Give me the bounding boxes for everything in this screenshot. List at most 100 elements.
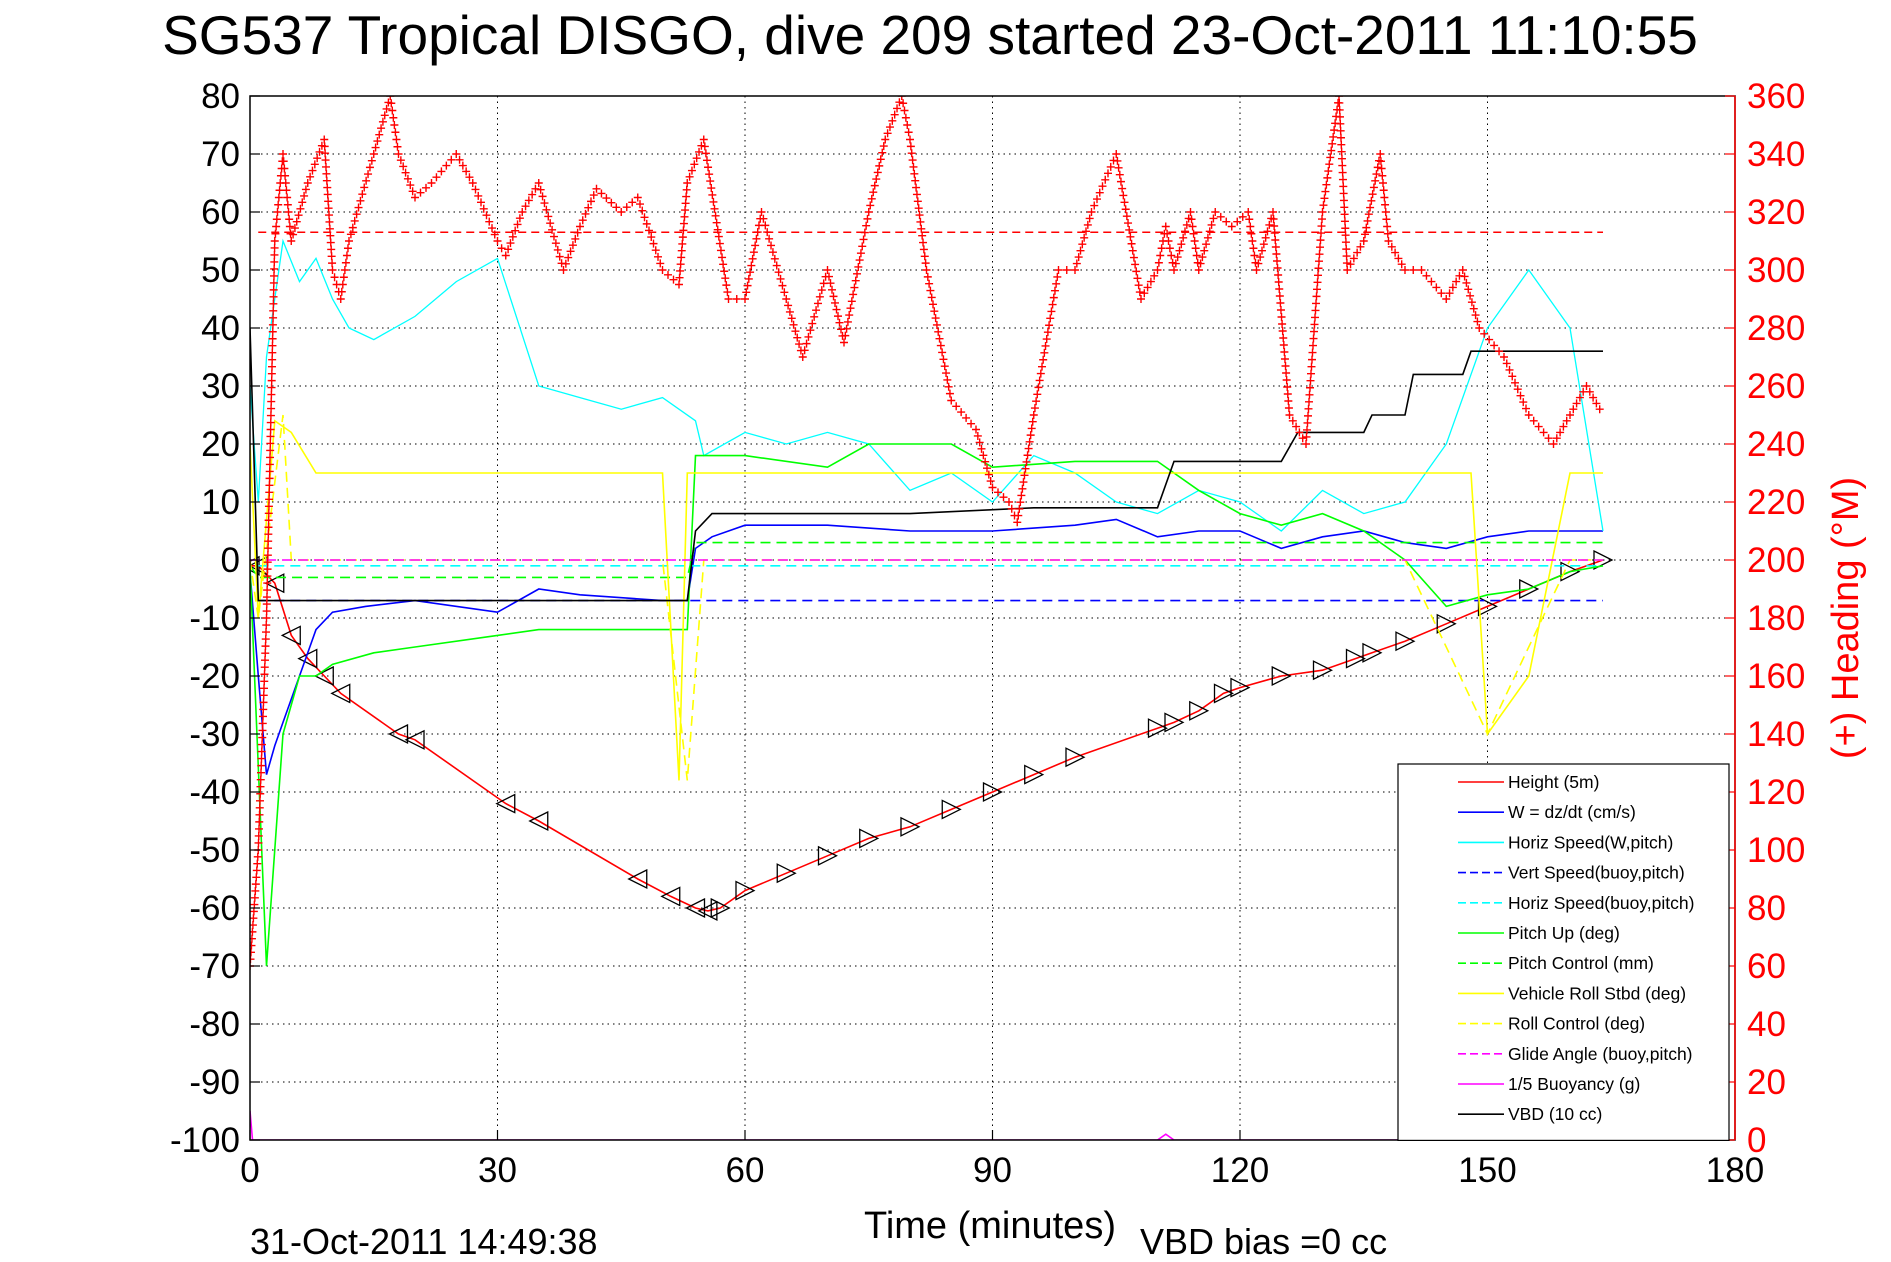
heading-marker — [1480, 329, 1489, 338]
heading-marker — [1017, 491, 1026, 500]
heading-marker — [266, 411, 275, 420]
heading-marker — [358, 190, 367, 199]
heading-marker — [718, 253, 727, 262]
heading-marker — [1196, 259, 1205, 268]
heading-marker — [303, 179, 312, 187]
heading-marker — [408, 187, 417, 196]
heading-marker — [1190, 237, 1199, 245]
heading-marker — [1154, 258, 1163, 267]
heading-marker — [984, 470, 993, 479]
heading-marker — [261, 656, 269, 665]
heading-marker — [772, 261, 781, 270]
legend-box — [1397, 763, 1730, 1141]
heading-marker — [352, 210, 361, 219]
heading-marker — [1274, 271, 1283, 279]
y-tick-label: 50 — [201, 251, 240, 290]
heading-marker — [1383, 229, 1392, 238]
y-tick-label: -50 — [189, 831, 240, 870]
height-marker — [697, 900, 718, 921]
chart-title: SG537 Tropical DISGO, dive 209 started 2… — [162, 4, 1698, 66]
heading-marker — [676, 266, 685, 275]
heading-marker — [1338, 168, 1347, 177]
heading-marker — [841, 331, 850, 340]
heading-marker — [1283, 390, 1292, 398]
heading-marker — [1562, 416, 1571, 425]
heading-marker — [944, 382, 953, 391]
heading-marker — [692, 154, 701, 163]
heading-marker — [922, 266, 931, 274]
x-tick-label: 150 — [1458, 1151, 1516, 1190]
heading-marker — [1339, 182, 1348, 191]
heading-marker — [910, 169, 919, 178]
heading-marker — [477, 198, 485, 207]
heading-marker — [1170, 266, 1178, 274]
heading-marker — [1318, 208, 1327, 216]
heading-marker — [1422, 271, 1431, 280]
heading-marker — [1095, 188, 1104, 197]
heading-marker — [324, 204, 333, 213]
heading-marker — [1187, 215, 1196, 224]
heading-marker — [685, 172, 694, 181]
heading-marker — [1119, 191, 1128, 200]
heading-marker — [364, 170, 373, 179]
heading-marker — [677, 246, 686, 255]
heading-marker — [549, 232, 558, 241]
heading-marker — [1177, 240, 1186, 249]
heading-marker — [1309, 334, 1318, 343]
heading-marker — [1342, 259, 1351, 268]
heading-marker — [912, 190, 921, 199]
heading-marker — [250, 907, 258, 916]
heading-marker — [1041, 341, 1050, 350]
heading-marker — [753, 228, 762, 237]
heading-marker — [1028, 417, 1037, 426]
heading-marker — [264, 509, 273, 518]
heading-marker — [743, 281, 752, 290]
heading-marker — [1175, 246, 1184, 255]
x-tick-label: 30 — [478, 1151, 517, 1190]
heading-marker — [682, 192, 691, 201]
heading-marker — [528, 190, 537, 199]
heading-marker — [1346, 260, 1355, 269]
heading-marker — [339, 273, 348, 282]
heading-marker — [250, 948, 255, 957]
heading-marker — [1192, 251, 1201, 260]
heading-marker — [1505, 365, 1514, 374]
heading-marker — [262, 593, 271, 602]
heading-marker — [919, 245, 928, 254]
heading-marker — [1134, 281, 1143, 290]
heading-marker — [394, 150, 403, 158]
heading-marker — [687, 166, 696, 175]
height-marker — [627, 868, 648, 890]
heading-marker — [957, 408, 966, 417]
heading-marker — [1252, 266, 1261, 274]
heading-marker — [1165, 244, 1174, 253]
heading-marker — [1269, 215, 1278, 223]
heading-marker — [490, 230, 499, 239]
heading-marker — [1024, 444, 1033, 453]
legend: Height (5m) W = dz/dt (cm/s) Horiz Speed(W… — [1397, 763, 1730, 1141]
heading-marker — [1033, 390, 1042, 399]
heading-marker — [1384, 237, 1393, 245]
heading-marker — [1101, 175, 1110, 184]
heading-marker — [432, 173, 441, 182]
heading-marker — [546, 219, 555, 228]
heading-marker — [1104, 169, 1112, 178]
heading-marker — [1205, 227, 1214, 236]
heading-marker — [1304, 411, 1312, 420]
heading-marker — [250, 927, 257, 936]
heading-marker — [798, 353, 807, 361]
heading-marker — [462, 167, 471, 176]
heading-marker — [1026, 431, 1035, 440]
heading-marker — [1569, 405, 1578, 414]
heading-marker — [1310, 320, 1319, 329]
heading-marker — [705, 170, 714, 179]
heading-marker — [935, 334, 944, 343]
heading-marker — [257, 754, 266, 763]
heading-marker — [1285, 411, 1294, 419]
heading-marker — [262, 600, 271, 609]
heading-marker — [732, 295, 741, 303]
heading-marker — [256, 775, 265, 784]
heading-marker — [849, 290, 858, 299]
heading-marker — [768, 248, 777, 257]
heading-marker — [1043, 328, 1052, 337]
